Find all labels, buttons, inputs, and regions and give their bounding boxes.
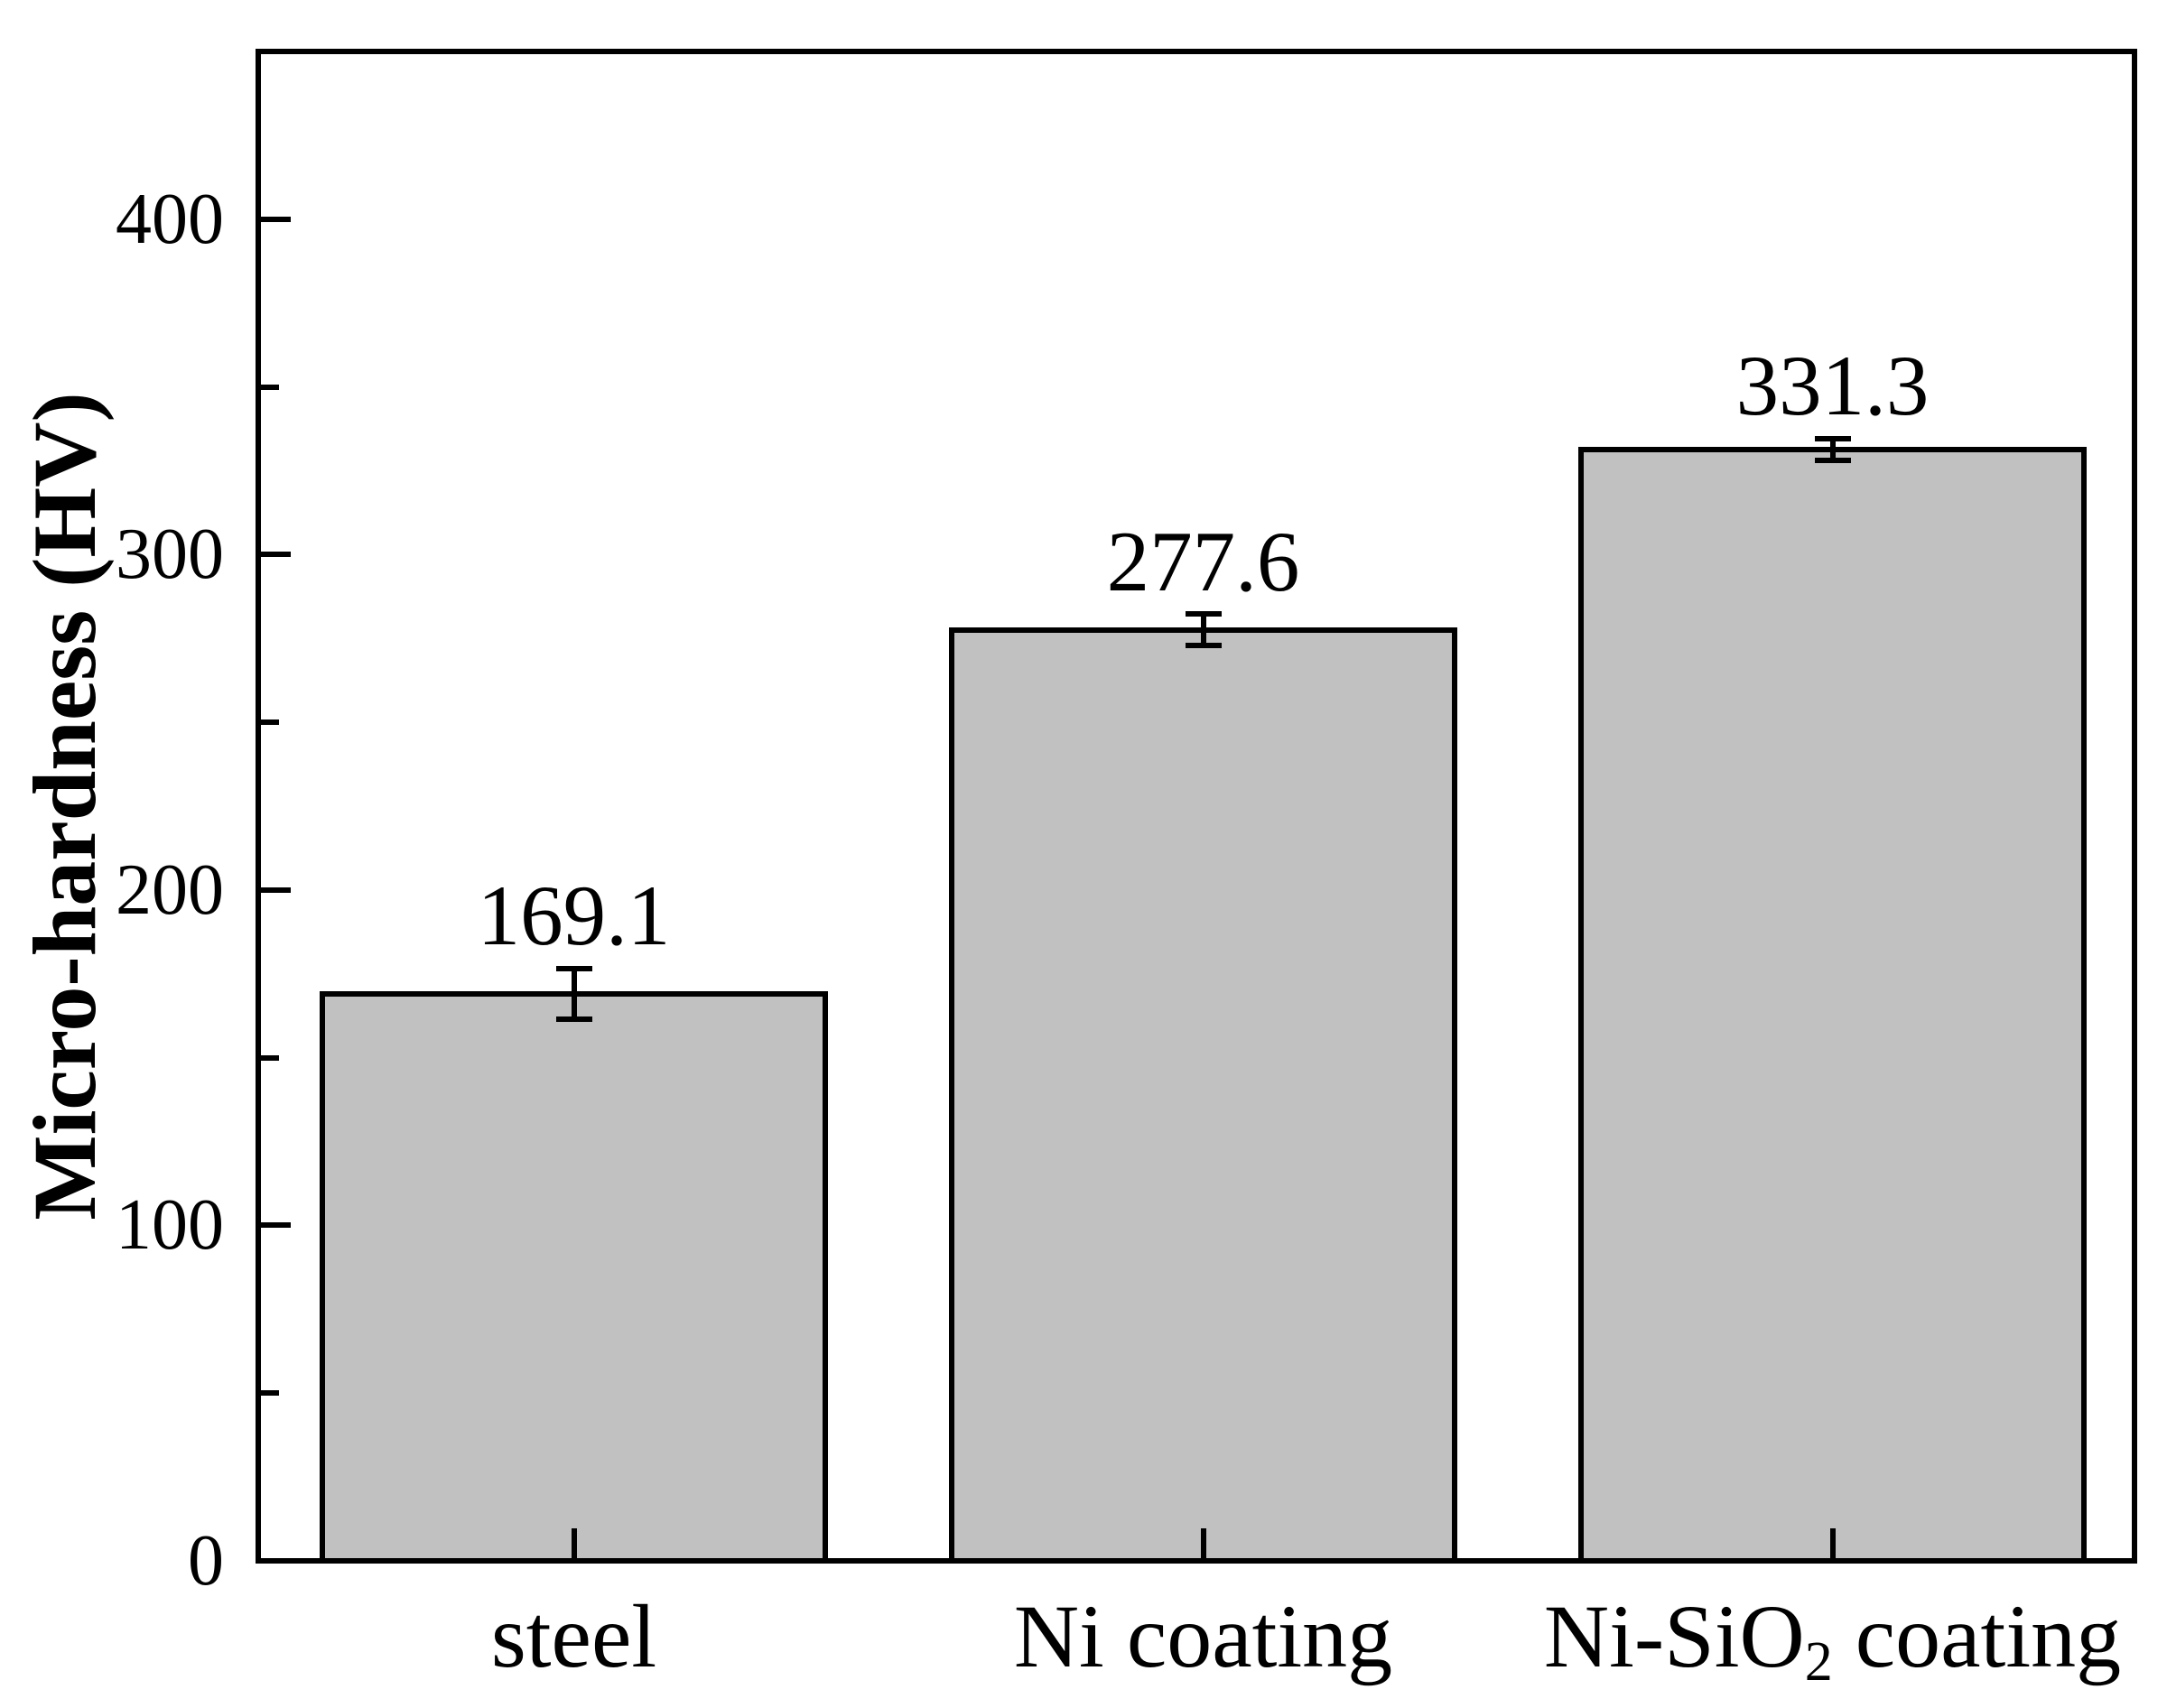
label-text: Ni-SiO — [1543, 1586, 1805, 1686]
y-axis-title: Micro-hardness (HV) — [14, 392, 115, 1221]
x-axis-tick — [1829, 1528, 1836, 1558]
y-axis-tick-label: 400 — [116, 179, 224, 259]
bar-value-label: 169.1 — [477, 868, 671, 964]
bar-ni-sio2-coating — [1578, 447, 2087, 1564]
label-text: coating — [1832, 1586, 2122, 1686]
error-bar-stem — [1200, 611, 1206, 648]
y-axis-tick-label: 200 — [116, 849, 224, 930]
bar-steel — [320, 990, 828, 1564]
y-axis-minor-tick — [261, 384, 279, 390]
x-category-label: steel — [123, 1587, 1026, 1686]
bar-value-label: 277.6 — [1106, 513, 1300, 609]
error-bar-stem — [1829, 436, 1836, 463]
x-category-label: Ni coating — [752, 1587, 1655, 1686]
y-axis-minor-tick — [261, 1054, 279, 1061]
y-axis-major-tick — [261, 216, 291, 222]
y-axis-major-tick — [261, 1558, 291, 1564]
y-axis-major-tick — [261, 552, 291, 558]
error-bar-cap-bottom — [1185, 642, 1222, 648]
error-bar-cap-top — [1814, 436, 1851, 442]
error-bar-cap-bottom — [1814, 457, 1851, 463]
x-category-label: Ni-SiO2 coating — [1381, 1587, 2167, 1708]
label-text: Ni coating — [1013, 1586, 1393, 1686]
error-bar-cap-top — [555, 965, 592, 971]
error-bar-cap-bottom — [555, 1016, 592, 1022]
bar-ni-coating — [949, 627, 1457, 1564]
y-axis-tick-label: 100 — [116, 1185, 224, 1266]
subscript-text: 2 — [1804, 1630, 1833, 1693]
label-text: steel — [490, 1586, 657, 1686]
bar-value-label: 331.3 — [1735, 338, 1930, 434]
y-axis-major-tick — [261, 1222, 291, 1229]
x-axis-tick — [571, 1528, 577, 1558]
error-bar-cap-top — [1185, 611, 1222, 617]
y-axis-major-tick — [261, 886, 291, 893]
y-axis-minor-tick — [261, 1390, 279, 1397]
y-axis-minor-tick — [261, 719, 279, 726]
error-bar-stem — [571, 965, 577, 1022]
y-axis-tick-label: 300 — [116, 515, 224, 595]
x-axis-tick — [1200, 1528, 1206, 1558]
y-axis-tick-label: 0 — [188, 1521, 224, 1601]
